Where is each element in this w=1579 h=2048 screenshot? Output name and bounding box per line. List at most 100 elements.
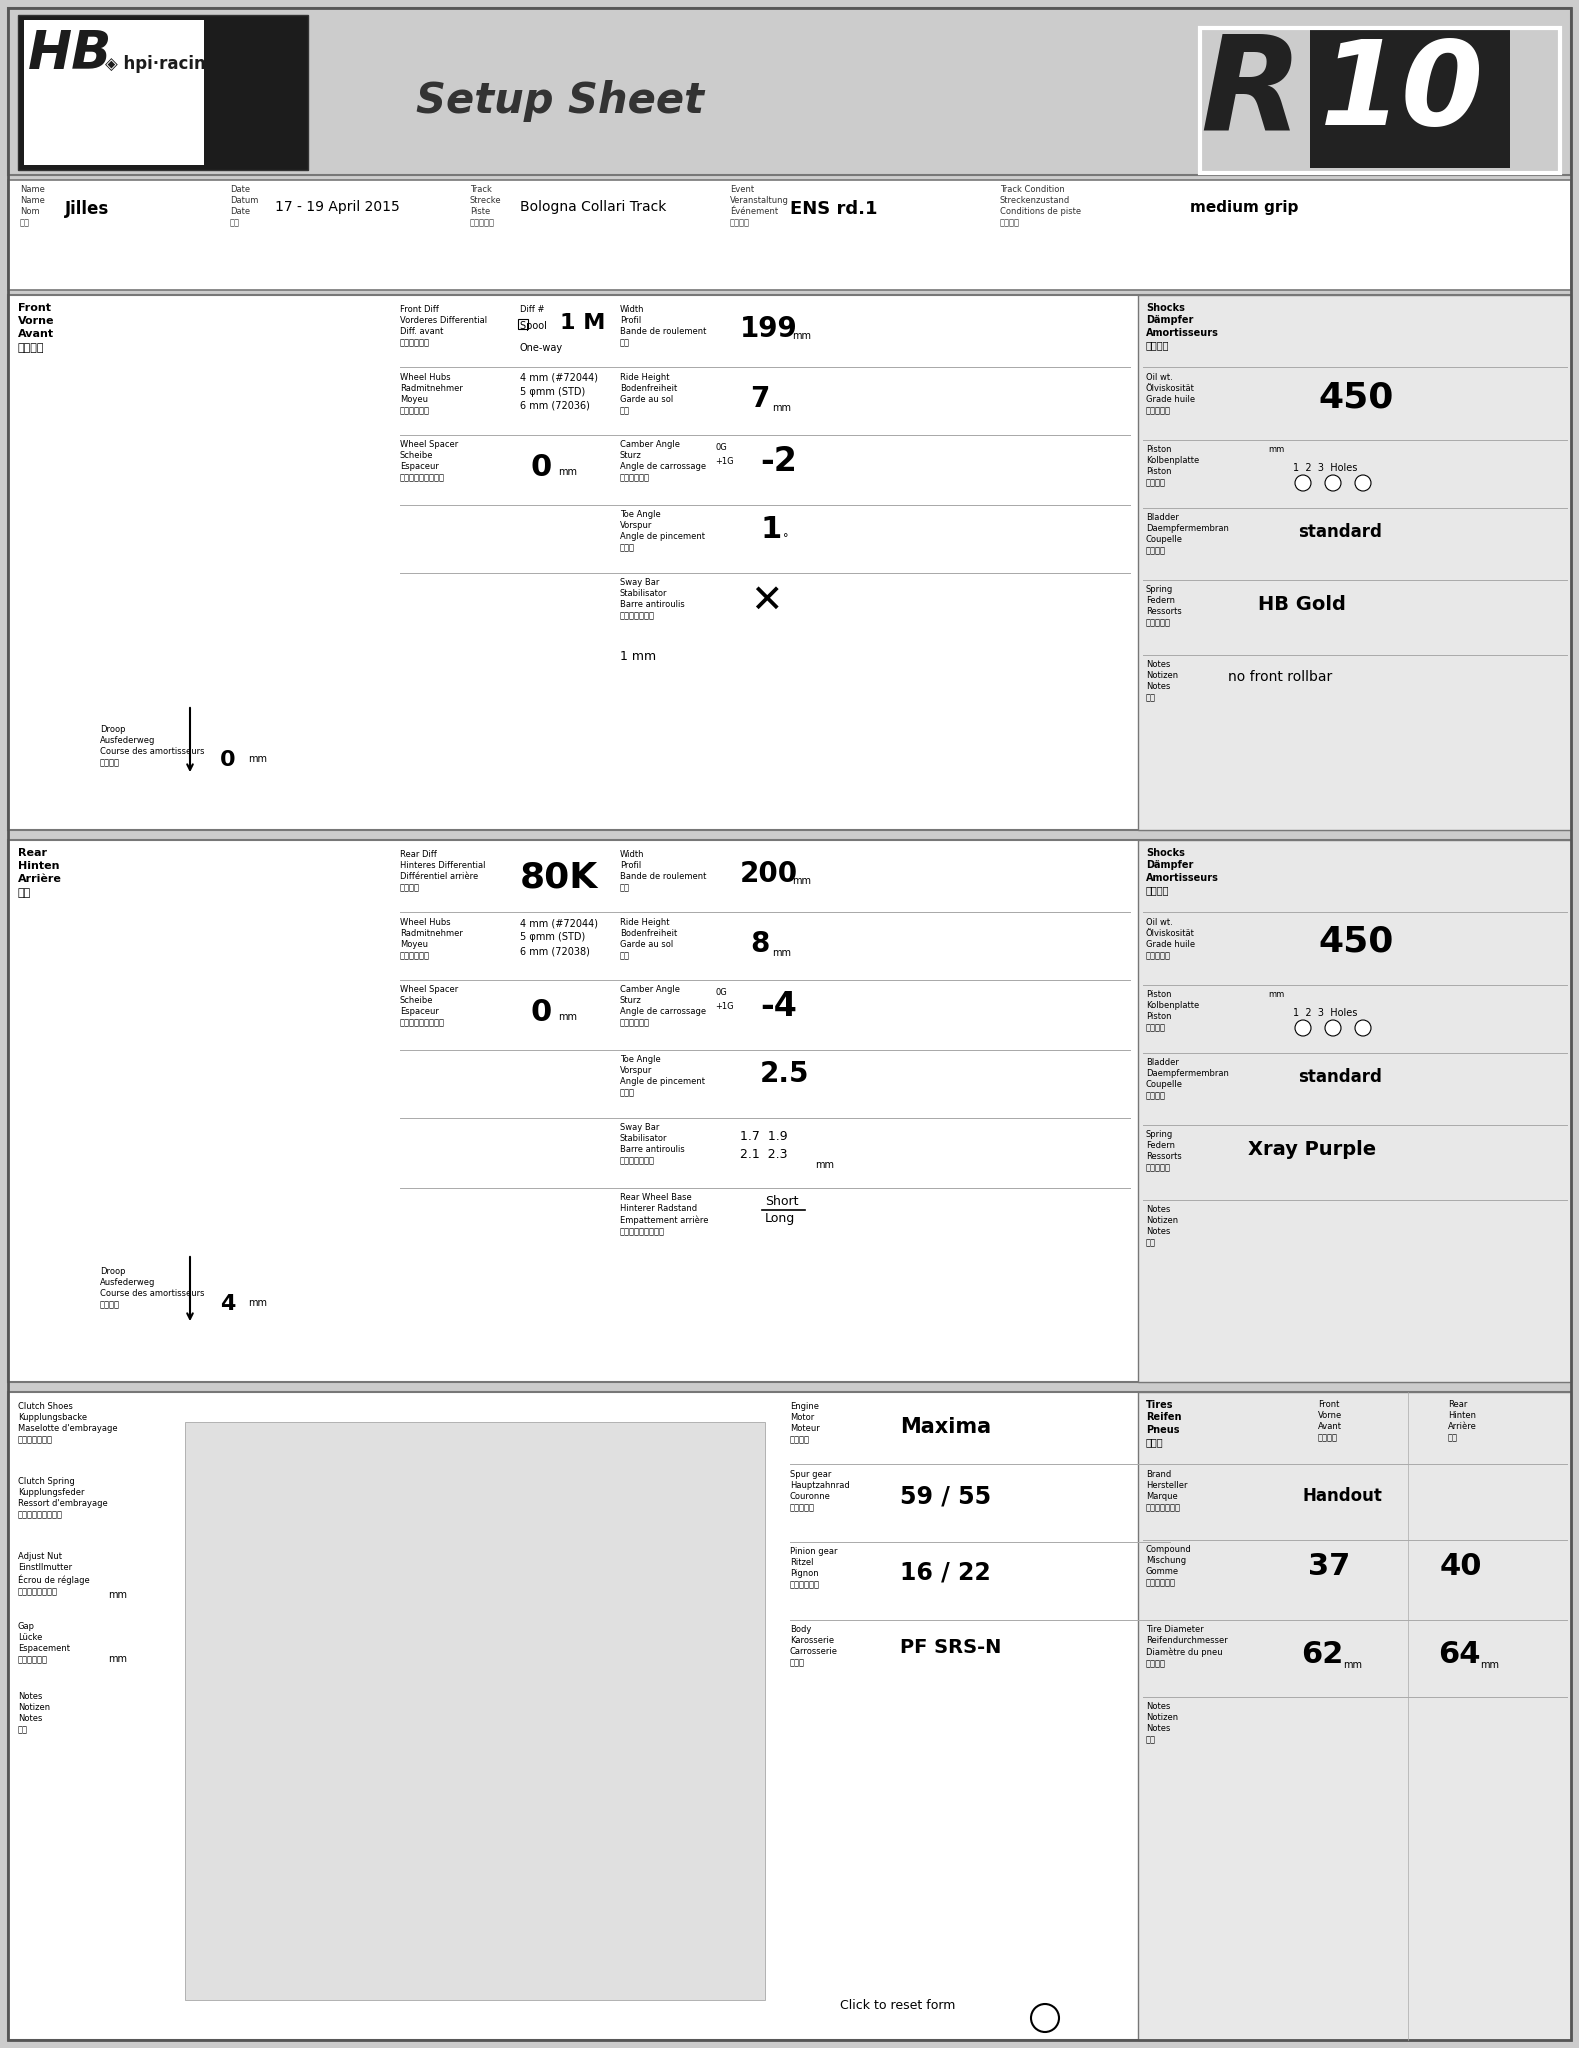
Bar (1311, 29, 1510, 168)
Text: mm: mm (248, 754, 267, 764)
Text: 1 M: 1 M (561, 313, 605, 334)
Circle shape (1355, 475, 1371, 492)
Text: Droop
Ausfederweg
Course des amortisseurs
ドループ: Droop Ausfederweg Course des amortisseur… (99, 725, 205, 768)
Text: mm: mm (793, 332, 812, 342)
Text: mm: mm (815, 1159, 834, 1169)
Text: medium grip: medium grip (1191, 201, 1298, 215)
Text: Width
Profil
Bande de roulement
全幅: Width Profil Bande de roulement 全幅 (621, 305, 706, 348)
Bar (1200, 29, 1560, 172)
Text: Wheel Spacer
Scheibe
Espaceur
ホイールスペーサー: Wheel Spacer Scheibe Espaceur ホイールスペーサー (399, 440, 458, 481)
Text: 64: 64 (1438, 1640, 1481, 1669)
Text: 1  2  3  Holes: 1 2 3 Holes (1293, 1008, 1358, 1018)
Text: +1G: +1G (715, 1001, 734, 1012)
Text: Event
Veranstaltung
Événement
イベント: Event Veranstaltung Événement イベント (729, 184, 790, 227)
Bar (8, 1393, 1571, 2040)
Bar (1138, 1393, 1571, 2040)
Text: Date
Datum
Date
日付: Date Datum Date 日付 (231, 184, 259, 227)
Bar (8, 295, 1571, 829)
Text: 59 / 55: 59 / 55 (900, 1485, 992, 1507)
Bar (17, 14, 308, 170)
Text: 7: 7 (750, 385, 769, 414)
Text: Ride Height
Bodenfreiheit
Garde au sol
車高: Ride Height Bodenfreiheit Garde au sol 車… (621, 918, 677, 961)
Text: mm: mm (107, 1589, 126, 1599)
Circle shape (1325, 475, 1341, 492)
Text: Jilles: Jilles (65, 201, 109, 217)
Text: Long: Long (764, 1212, 796, 1225)
Text: Piston
Kolbenplatte
Piston
ピストン: Piston Kolbenplatte Piston ピストン (1146, 444, 1198, 487)
Text: Rear Diff
Hinteres Differential
Différentiel arrière
リアデフ: Rear Diff Hinteres Differential Différen… (399, 850, 485, 893)
Text: Track Condition
Streckenzustand
Conditions de piste
路面状況: Track Condition Streckenzustand Conditio… (1000, 184, 1082, 227)
Text: Oil wt.
Ölviskosität
Grade huile
オイル番号: Oil wt. Ölviskosität Grade huile オイル番号 (1146, 373, 1195, 416)
Text: 0: 0 (531, 997, 551, 1026)
Text: Name
Name
Nom
氏名: Name Name Nom 氏名 (21, 184, 44, 227)
Text: 199: 199 (741, 315, 797, 342)
Text: 6 mm (72036): 6 mm (72036) (519, 401, 591, 412)
Text: Pinion gear
Ritzel
Pignon
ピニオンギア: Pinion gear Ritzel Pignon ピニオンギア (790, 1546, 837, 1589)
Text: Spring
Federn
Ressorts
スプリング: Spring Federn Ressorts スプリング (1146, 586, 1181, 627)
Text: 80K: 80K (519, 860, 598, 895)
Text: Bladder
Daempfermembran
Coupelle
ブラダー: Bladder Daempfermembran Coupelle ブラダー (1146, 1059, 1228, 1100)
Bar (8, 8, 1571, 174)
Text: Camber Angle
Sturz
Angle de carrossage
キャンバー角: Camber Angle Sturz Angle de carrossage キ… (621, 985, 706, 1028)
Bar (518, 319, 527, 330)
Text: 16 / 22: 16 / 22 (900, 1561, 990, 1583)
Text: Bladder
Daempfermembran
Coupelle
ブラダー: Bladder Daempfermembran Coupelle ブラダー (1146, 512, 1228, 555)
Text: 5 φmm (STD): 5 φmm (STD) (519, 932, 586, 942)
Text: 5 φmm (STD): 5 φmm (STD) (519, 387, 586, 397)
Text: mm: mm (1268, 444, 1284, 455)
Text: mm: mm (557, 1012, 576, 1022)
Bar (8, 840, 398, 1382)
Text: -4: -4 (759, 989, 797, 1024)
Text: 1  2  3  Holes: 1 2 3 Holes (1293, 463, 1358, 473)
Text: mm: mm (1268, 989, 1284, 999)
Text: Gap
Lücke
Espacement
クリアランス: Gap Lücke Espacement クリアランス (17, 1622, 69, 1665)
Text: Handout: Handout (1303, 1487, 1383, 1505)
Text: 2.5: 2.5 (759, 1061, 810, 1087)
Text: Sway Bar
Stabilisator
Barre antiroulis
スタビライザー: Sway Bar Stabilisator Barre antiroulis ス… (621, 578, 685, 621)
Bar (8, 180, 1571, 291)
Text: Oil wt.
Ölviskosität
Grade huile
オイル番号: Oil wt. Ölviskosität Grade huile オイル番号 (1146, 918, 1195, 961)
Text: mm: mm (557, 467, 576, 477)
Text: 40: 40 (1440, 1552, 1483, 1581)
Text: mm: mm (793, 877, 812, 887)
Text: HB Gold: HB Gold (1258, 596, 1345, 614)
Text: Front Diff
Vorderes Differential
Diff. avant
フロントデフ: Front Diff Vorderes Differential Diff. a… (399, 305, 488, 348)
Text: HB: HB (28, 29, 112, 80)
Text: 1 mm: 1 mm (621, 649, 657, 664)
Text: 450: 450 (1318, 926, 1393, 958)
Text: Tires
Reifen
Pneus
タイヤ: Tires Reifen Pneus タイヤ (1146, 1401, 1181, 1448)
Text: mm: mm (1344, 1661, 1363, 1669)
Text: Clutch Spring
Kupplungsfeder
Ressort d'embrayage
クラッチスプリング: Clutch Spring Kupplungsfeder Ressort d'e… (17, 1477, 107, 1520)
Text: Spool: Spool (519, 322, 549, 332)
Text: Front
Vorne
Avant
フロント: Front Vorne Avant フロント (17, 303, 55, 352)
Text: Toe Angle
Vorspur
Angle de pincement
トー角: Toe Angle Vorspur Angle de pincement トー角 (621, 510, 704, 553)
Text: Notes
Notizen
Notes
メモ: Notes Notizen Notes メモ (1146, 659, 1178, 702)
Text: Toe Angle
Vorspur
Angle de pincement
トー角: Toe Angle Vorspur Angle de pincement トー角 (621, 1055, 704, 1098)
Text: PF SRS-N: PF SRS-N (900, 1638, 1001, 1657)
Text: One-way: One-way (519, 342, 564, 352)
Text: mm: mm (772, 948, 791, 958)
Text: 4: 4 (219, 1294, 235, 1315)
Text: Compound
Mischung
Gomme
コンパウンド: Compound Mischung Gomme コンパウンド (1146, 1544, 1192, 1587)
Circle shape (1295, 475, 1311, 492)
Text: Shocks
Dämpfer
Amortisseurs
ショック: Shocks Dämpfer Amortisseurs ショック (1146, 303, 1219, 350)
Text: 200: 200 (741, 860, 797, 889)
Text: Xray Purple: Xray Purple (1247, 1141, 1377, 1159)
Text: ◈ hpi·racing: ◈ hpi·racing (104, 55, 218, 74)
Text: Click to reset form: Click to reset form (840, 1999, 955, 2011)
Text: 8: 8 (750, 930, 769, 958)
Text: -2: -2 (759, 444, 797, 477)
Text: Wheel Spacer
Scheibe
Espaceur
ホイールスペーサー: Wheel Spacer Scheibe Espaceur ホイールスペーサー (399, 985, 458, 1028)
Text: Notes
Notizen
Notes
メモ: Notes Notizen Notes メモ (1146, 1204, 1178, 1247)
Text: Rear
Hinten
Arrière
リア: Rear Hinten Arrière リア (1448, 1401, 1476, 1442)
Text: Notes
Notizen
Notes
メモ: Notes Notizen Notes メモ (17, 1692, 51, 1735)
Text: Diff #: Diff # (519, 305, 545, 313)
Bar (24, 20, 204, 166)
Bar (8, 840, 1571, 1382)
Text: Camber Angle
Sturz
Angle de carrossage
キャンバー角: Camber Angle Sturz Angle de carrossage キ… (621, 440, 706, 481)
Text: mm: mm (248, 1298, 267, 1309)
Text: standard: standard (1298, 1067, 1382, 1085)
Bar (1138, 295, 1571, 829)
Text: Track
Strecke
Piste
サーキット: Track Strecke Piste サーキット (471, 184, 502, 227)
Text: 1.7  1.9: 1.7 1.9 (741, 1130, 788, 1143)
